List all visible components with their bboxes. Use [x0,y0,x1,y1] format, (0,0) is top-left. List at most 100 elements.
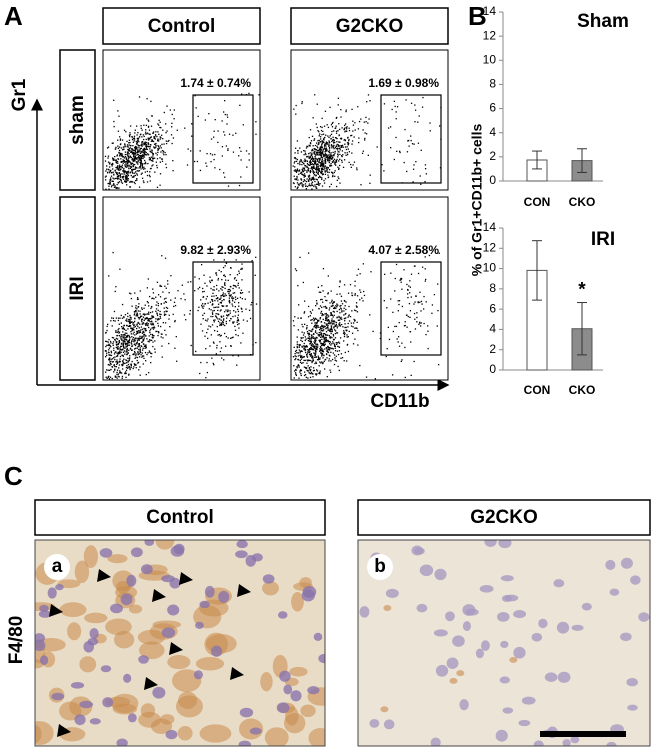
annotation: * [578,280,586,301]
event-dot [298,304,299,305]
nucleus [462,604,475,616]
event-dot [165,314,166,315]
event-dot [331,343,332,344]
event-dot [314,152,315,153]
event-dot [352,333,353,334]
event-dot [305,160,306,161]
event-dot [124,130,125,131]
event-dot [152,156,153,157]
event-dot [304,343,305,344]
event-dot [123,316,124,317]
event-dot [113,348,114,349]
event-dot [209,280,210,281]
event-dot [300,173,301,174]
event-dot [235,311,236,312]
event-dot [336,303,337,304]
event-dot [126,365,127,366]
event-dot [135,337,136,338]
event-dot [141,326,142,327]
event-dot [141,136,142,137]
event-dot [120,158,121,159]
event-dot [218,307,219,308]
event-dot [384,300,385,301]
event-dot [124,173,125,174]
event-dot [142,333,143,334]
event-dot [152,154,153,155]
event-dot [142,158,143,159]
event-dot [320,312,321,313]
event-dot [223,318,224,319]
event-dot [238,323,239,324]
event-dot [216,313,217,314]
event-dot [339,324,340,325]
event-dot [333,335,334,336]
event-dot [418,302,419,303]
event-dot [112,325,113,326]
event-dot [145,305,146,306]
nucleus [501,575,514,581]
event-dot [239,287,240,288]
event-dot [333,148,334,149]
event-dot [411,274,412,275]
event-dot [326,353,327,354]
event-dot [191,345,192,346]
event-dot [347,137,348,138]
event-dot [310,360,311,361]
event-dot [131,330,132,331]
event-dot [145,318,146,319]
event-dot [338,178,339,179]
event-dot [321,169,322,170]
event-dot [327,142,328,143]
event-dot [348,336,349,337]
event-dot [311,323,312,324]
event-dot [333,339,334,340]
event-dot [321,354,322,355]
event-dot [302,162,303,163]
event-dot [199,287,200,288]
event-dot [122,364,123,365]
event-dot [313,338,314,339]
event-dot [307,163,308,164]
event-dot [125,344,126,345]
event-dot [230,290,231,291]
event-dot [319,327,320,328]
event-dot [347,152,348,153]
event-dot [317,166,318,167]
event-dot [219,341,220,342]
event-dot [406,327,407,328]
event-dot [133,339,134,340]
event-dot [131,343,132,344]
event-dot [409,303,410,304]
event-dot [329,152,330,153]
event-dot [218,321,219,322]
nucleus [74,714,85,725]
event-dot [340,317,341,318]
event-dot [127,328,128,329]
event-dot [245,309,246,310]
event-dot [124,373,125,374]
event-dot [331,300,332,301]
event-dot [321,307,322,308]
event-dot [220,297,221,298]
event-dot [119,341,120,342]
event-dot [318,162,319,163]
event-dot [140,145,141,146]
event-dot [129,144,130,145]
event-dot [139,186,140,187]
event-dot [223,359,224,360]
event-dot [133,138,134,139]
event-dot [133,164,134,165]
event-dot [140,329,141,330]
event-dot [122,355,123,356]
event-dot [221,279,222,280]
event-dot [123,163,124,164]
event-dot [230,313,231,314]
event-dot [145,314,146,315]
event-dot [160,162,161,163]
event-dot [135,305,136,306]
event-dot [117,140,118,141]
event-dot [334,151,335,152]
event-dot [307,351,308,352]
event-dot [214,131,215,132]
event-dot [139,311,140,312]
